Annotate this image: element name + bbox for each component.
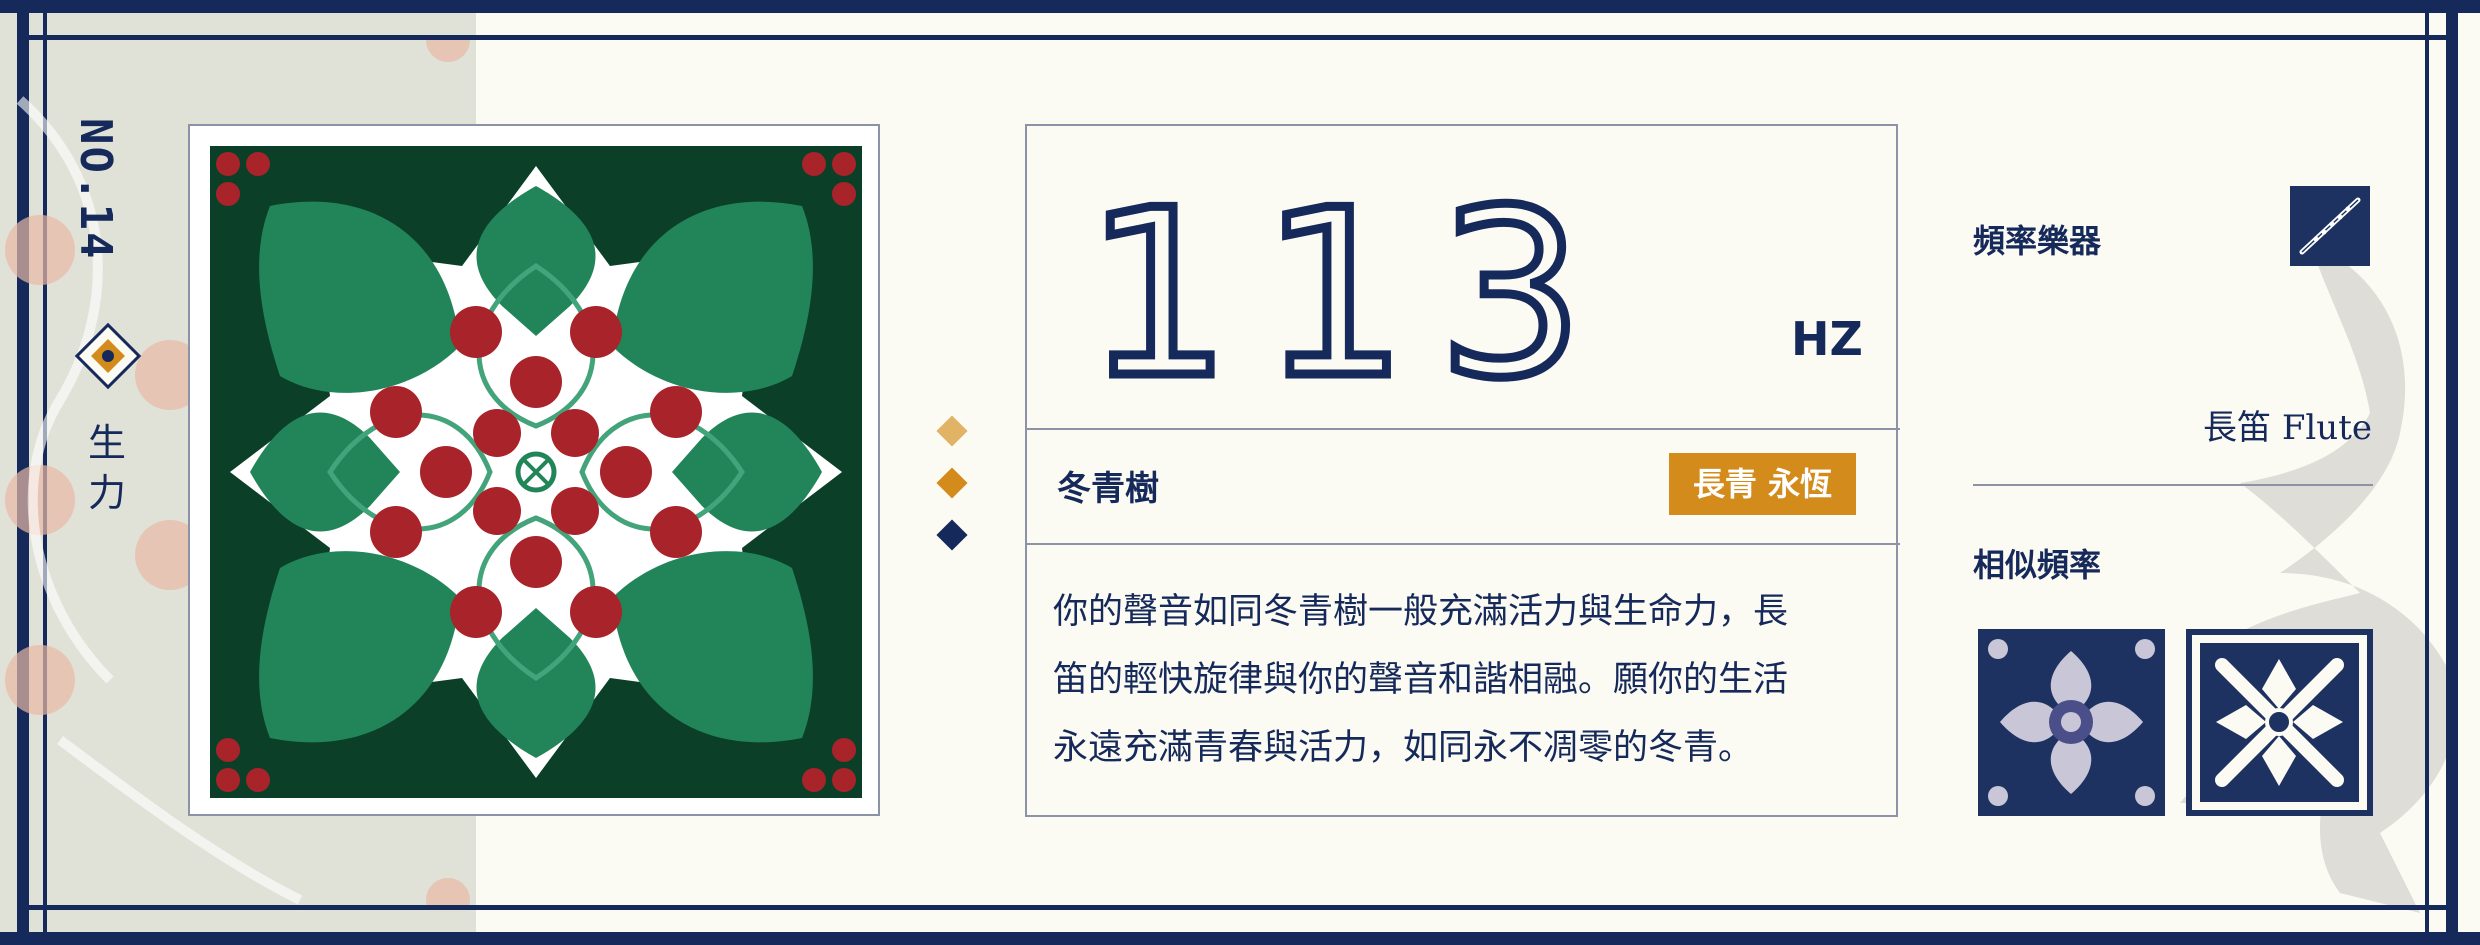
description-line: 笛的輕快旋律與你的聲音和諧相融。願你的生活 [1053, 660, 1789, 700]
right-divider [1973, 484, 2373, 486]
similar-title: 相似頻率 [1973, 546, 2102, 584]
plant-name: 冬青樹 [1057, 469, 1159, 509]
number-label: NO.14 [70, 118, 121, 261]
instrument-name: 長笛 Flute [2203, 408, 2372, 448]
similar-tile-2[interactable] [2186, 629, 2373, 816]
left-pattern-decoration [5, 40, 470, 905]
frame-line-bottom-inner [17, 905, 2458, 910]
frame-line-right-inner [2425, 13, 2429, 932]
tile-emblem-icon [74, 322, 142, 390]
info-divider-bottom [1027, 543, 1900, 545]
info-card: 113 HZ 冬青樹 長青 永恆 你的聲音如同冬青樹一般充滿活力與生命力，長 笛… [1025, 124, 1900, 817]
frequency-unit: HZ [1791, 312, 1863, 366]
holly-tile-illustration [210, 146, 862, 798]
description: 你的聲音如同冬青樹一般充滿活力與生命力，長 笛的輕快旋律與你的聲音和諧相融。願你… [1053, 578, 1883, 782]
tile-illustration-frame [188, 124, 880, 816]
info-divider-top [1027, 428, 1900, 430]
instrument-title: 頻率樂器 [1973, 222, 2102, 260]
brush-stroke-decoration [2180, 243, 2457, 913]
description-line: 永遠充滿青春與活力，如同永不凋零的冬青。 [1053, 728, 1754, 768]
frequency-value: 113 [1081, 161, 1614, 430]
frame-line-right-outer [2446, 13, 2458, 932]
description-line: 你的聲音如同冬青樹一般充滿活力與生命力，長 [1053, 592, 1789, 632]
similar-tile-1[interactable] [1978, 629, 2165, 816]
side-word: 生力 [87, 421, 126, 515]
flute-icon [2290, 186, 2370, 266]
frame-line-top-inner [17, 35, 2458, 40]
plant-tag: 長青 永恆 [1668, 453, 1856, 515]
